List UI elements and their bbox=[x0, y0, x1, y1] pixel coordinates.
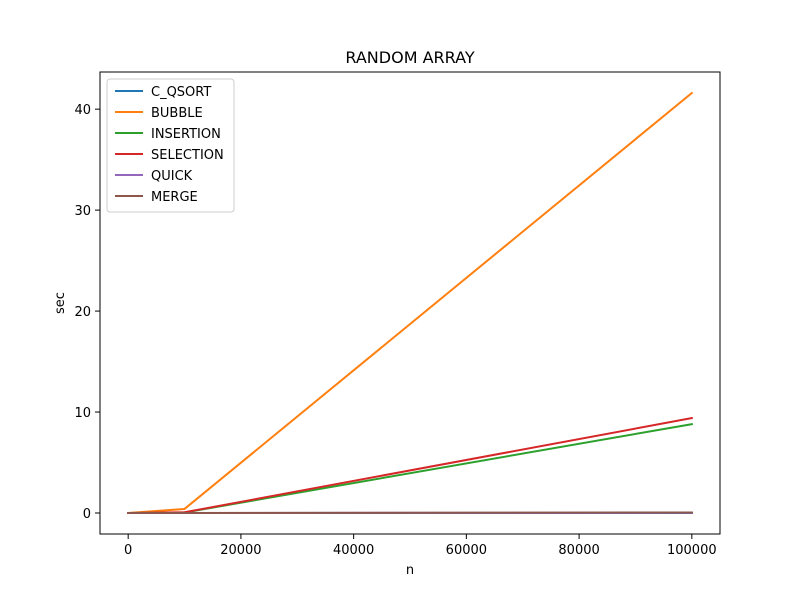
legend-entry: INSERTION bbox=[151, 127, 221, 142]
y-tick-label: 20 bbox=[74, 305, 91, 320]
legend-entry: C_QSORT bbox=[151, 85, 211, 100]
y-tick-label: 0 bbox=[83, 507, 91, 522]
y-tick-label: 10 bbox=[74, 406, 91, 421]
legend-entry: BUBBLE bbox=[151, 106, 203, 121]
chart-title: RANDOM ARRAY bbox=[345, 48, 474, 67]
legend: C_QSORT BUBBLE INSERTION SELECTION QUICK MERG… bbox=[106, 78, 235, 213]
legend-entry: QUICK bbox=[151, 169, 193, 184]
x-tick-label: 60000 bbox=[446, 543, 487, 558]
series-layer bbox=[127, 91, 694, 515]
series-line-merge bbox=[127, 511, 693, 514]
legend-entry: SELECTION bbox=[151, 148, 224, 163]
x-axis: 0 20000 40000 60000 80000 100000 bbox=[124, 534, 717, 558]
x-tick-label: 40000 bbox=[333, 543, 374, 558]
x-tick-label: 80000 bbox=[558, 543, 599, 558]
y-tick-label: 40 bbox=[74, 103, 91, 118]
plot-frame bbox=[99, 71, 721, 535]
legend-entry: MERGE bbox=[151, 190, 198, 205]
series-line-bubble bbox=[127, 91, 694, 515]
y-tick-label: 30 bbox=[74, 204, 91, 219]
y-axis-label: sec bbox=[53, 292, 68, 314]
x-tick-label: 100000 bbox=[667, 543, 717, 558]
y-axis: 0 10 20 30 40 bbox=[74, 103, 100, 522]
x-axis-label: n bbox=[406, 563, 414, 578]
x-tick-label: 0 bbox=[124, 543, 132, 558]
x-tick-label: 20000 bbox=[220, 543, 261, 558]
